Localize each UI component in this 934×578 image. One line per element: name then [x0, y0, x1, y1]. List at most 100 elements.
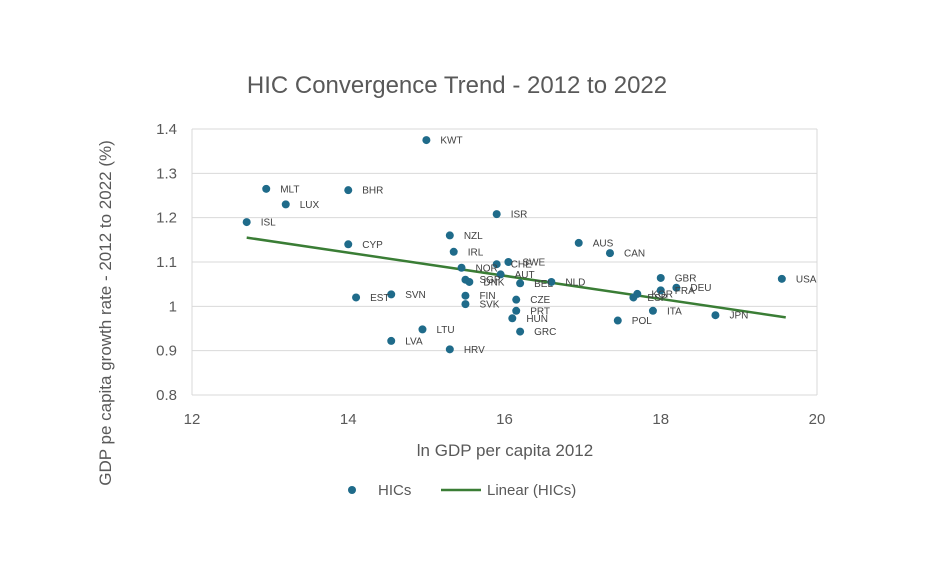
- legend-label-linear: Linear (HICs): [487, 482, 576, 499]
- data-label-deu: DEU: [690, 283, 711, 294]
- data-label-nor: NOR: [476, 263, 498, 274]
- chart-title: HIC Convergence Trend - 2012 to 2022: [247, 72, 667, 99]
- x-tick-label: 20: [809, 411, 826, 428]
- data-point-aus: [574, 238, 583, 247]
- data-point-ita: [648, 306, 657, 315]
- data-label-bel: BEL: [534, 279, 553, 290]
- x-axis-label: ln GDP per capita 2012: [417, 441, 593, 460]
- data-point-nor: [457, 263, 466, 272]
- legend: HICs Linear (HICs): [348, 482, 576, 499]
- data-point-che: [492, 260, 501, 269]
- data-point-nzl: [445, 231, 454, 240]
- data-label-dnk: DNK: [483, 277, 504, 288]
- data-point-fin: [461, 291, 470, 300]
- data-point-mlt: [262, 184, 271, 193]
- data-point-cze: [512, 295, 521, 304]
- data-point-svn: [387, 290, 396, 299]
- data-label-nld: NLD: [565, 277, 585, 288]
- legend-label-hics: HICs: [378, 482, 411, 499]
- y-tick-label: 1: [169, 298, 177, 315]
- legend-marker-hics: [348, 486, 356, 494]
- y-tick-label: 1.1: [156, 254, 177, 271]
- y-tick-label: 1.2: [156, 210, 177, 227]
- data-point-kwt: [422, 136, 431, 145]
- x-tick-label: 14: [340, 411, 357, 428]
- y-tick-label: 1.4: [156, 121, 177, 138]
- linear-trendline: [246, 236, 786, 319]
- data-label-che: CHE: [511, 260, 532, 271]
- data-point-hrv: [445, 345, 454, 354]
- data-point-aut: [496, 270, 505, 279]
- x-tick-label: 12: [184, 411, 201, 428]
- data-point-jpn: [711, 311, 720, 320]
- data-label-usa: USA: [796, 274, 817, 285]
- data-label-esp: ESP: [647, 293, 667, 304]
- data-point-svk: [461, 300, 470, 309]
- data-label-cyp: CYP: [362, 240, 383, 251]
- data-point-prt: [512, 306, 521, 315]
- data-point-lva: [387, 336, 396, 345]
- data-label-aus: AUS: [593, 238, 614, 249]
- trendline-group: [246, 236, 786, 319]
- data-point-can: [605, 249, 614, 258]
- y-tick-label: 0.9: [156, 343, 177, 360]
- data-point-isl: [242, 218, 251, 227]
- data-label-can: CAN: [624, 249, 645, 260]
- data-label-hun: HUN: [526, 314, 548, 325]
- y-tick-label: 1.3: [156, 165, 177, 182]
- data-label-kwt: KWT: [440, 136, 462, 147]
- data-point-nld: [547, 277, 556, 286]
- data-point-gbr: [656, 273, 665, 282]
- data-point-swe: [504, 258, 513, 266]
- y-axis-label: GDP pe capita growth rate - 2012 to 2022…: [96, 140, 115, 486]
- data-label-isl: ISL: [261, 218, 276, 229]
- data-point-irl: [449, 247, 458, 256]
- data-label-gbr: GBR: [675, 273, 697, 284]
- data-point-bel: [516, 279, 525, 288]
- data-label-aut: AUT: [515, 270, 535, 281]
- data-point-ltu: [418, 325, 427, 334]
- data-label-kor: KOR: [651, 289, 673, 300]
- y-axis-ticks: 0.8 0.9 1 1.1 1.2 1.3 1.4: [156, 121, 177, 404]
- data-label-pol: POL: [632, 316, 652, 327]
- data-label-sgp: SGP: [479, 275, 500, 286]
- data-label-prt: PRT: [530, 306, 550, 317]
- data-point-pol: [613, 316, 622, 325]
- data-label-isr: ISR: [511, 210, 528, 221]
- data-point-bhr: [344, 186, 353, 195]
- data-label-swe: SWE: [522, 258, 545, 269]
- data-label-fra: FRA: [675, 286, 695, 297]
- data-label-mlt: MLT: [280, 184, 299, 195]
- data-label-nzl: NZL: [464, 231, 483, 242]
- x-axis-ticks: 12 14 16 18 20: [184, 411, 826, 428]
- gridlines: [191, 128, 818, 396]
- data-point-lux: [281, 200, 290, 209]
- data-label-jpn: JPN: [729, 311, 748, 322]
- data-point-isr: [492, 210, 501, 219]
- data-point-dnk: [465, 277, 474, 286]
- data-point-esp: [629, 293, 638, 302]
- data-label-fin: FIN: [479, 291, 495, 302]
- data-label-svk: SVK: [479, 300, 499, 311]
- data-point-usa: [777, 274, 786, 283]
- data-label-hrv: HRV: [464, 345, 485, 356]
- data-point-grc: [516, 327, 525, 336]
- data-point-hun: [508, 314, 517, 323]
- data-label-ltu: LTU: [436, 325, 454, 336]
- data-label-lux: LUX: [300, 200, 320, 211]
- data-point-est: [352, 293, 361, 302]
- y-tick-label: 0.8: [156, 387, 177, 404]
- data-label-bhr: BHR: [362, 186, 383, 197]
- x-tick-label: 16: [496, 411, 513, 428]
- data-point-cyp: [344, 240, 353, 249]
- data-label-cze: CZE: [530, 295, 550, 306]
- x-tick-label: 18: [652, 411, 669, 428]
- data-label-irl: IRL: [468, 247, 484, 258]
- data-label-est: EST: [370, 293, 389, 304]
- data-label-svn: SVN: [405, 290, 426, 301]
- data-point-fra: [656, 286, 665, 295]
- data-label-grc: GRC: [534, 327, 556, 338]
- data-point-deu: [672, 283, 681, 292]
